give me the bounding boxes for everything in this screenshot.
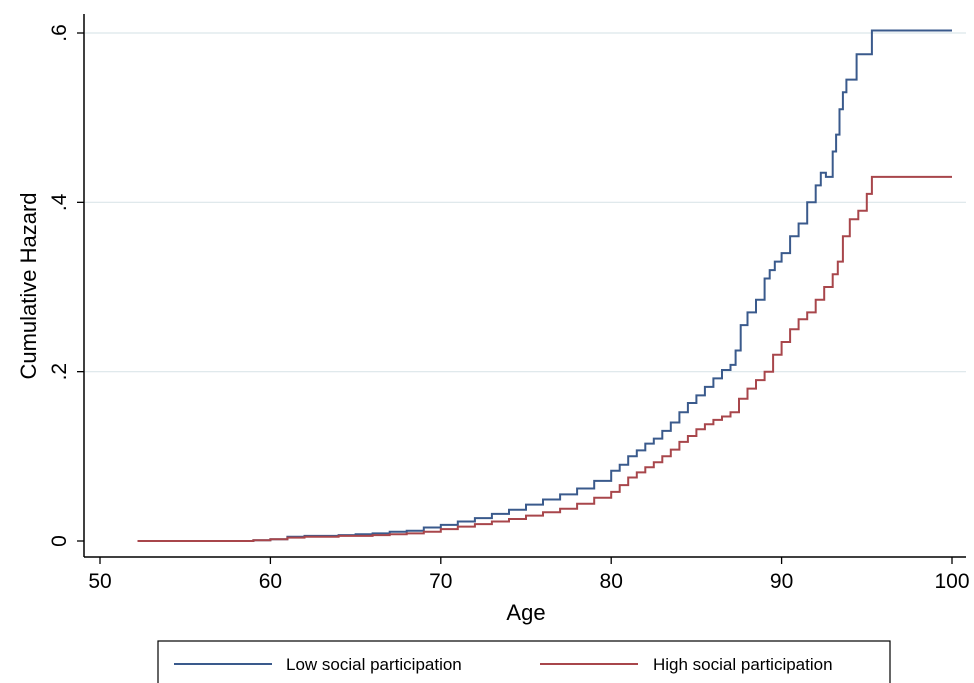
gridlines [85,32,966,373]
legend: Low social participation High social par… [157,640,891,683]
y-axis-title: Cumulative Hazard [16,192,41,379]
axis-ticks: 0 .2 .4 .6 50 60 70 80 90 100 [48,24,970,593]
legend-label-low: Low social participation [286,655,462,674]
legend-label-high: High social participation [653,655,833,674]
x-axis-title: Age [506,600,545,625]
x-tick-label: 50 [88,570,111,593]
y-tick-label: 0 [48,535,71,547]
x-tick-label: 60 [259,570,282,593]
series-line-high-social-participation [137,175,952,542]
x-tick-label: 90 [770,570,793,593]
series-lines [137,29,952,542]
x-tick-label: 100 [934,570,969,593]
y-tick-label: .2 [48,363,71,381]
y-tick-label: .6 [48,24,71,42]
legend-box [157,640,891,683]
y-tick-label: .4 [48,193,71,211]
series-line-low-social-participation [137,29,952,542]
x-tick-label: 80 [600,570,623,593]
x-tick-label: 70 [429,570,452,593]
